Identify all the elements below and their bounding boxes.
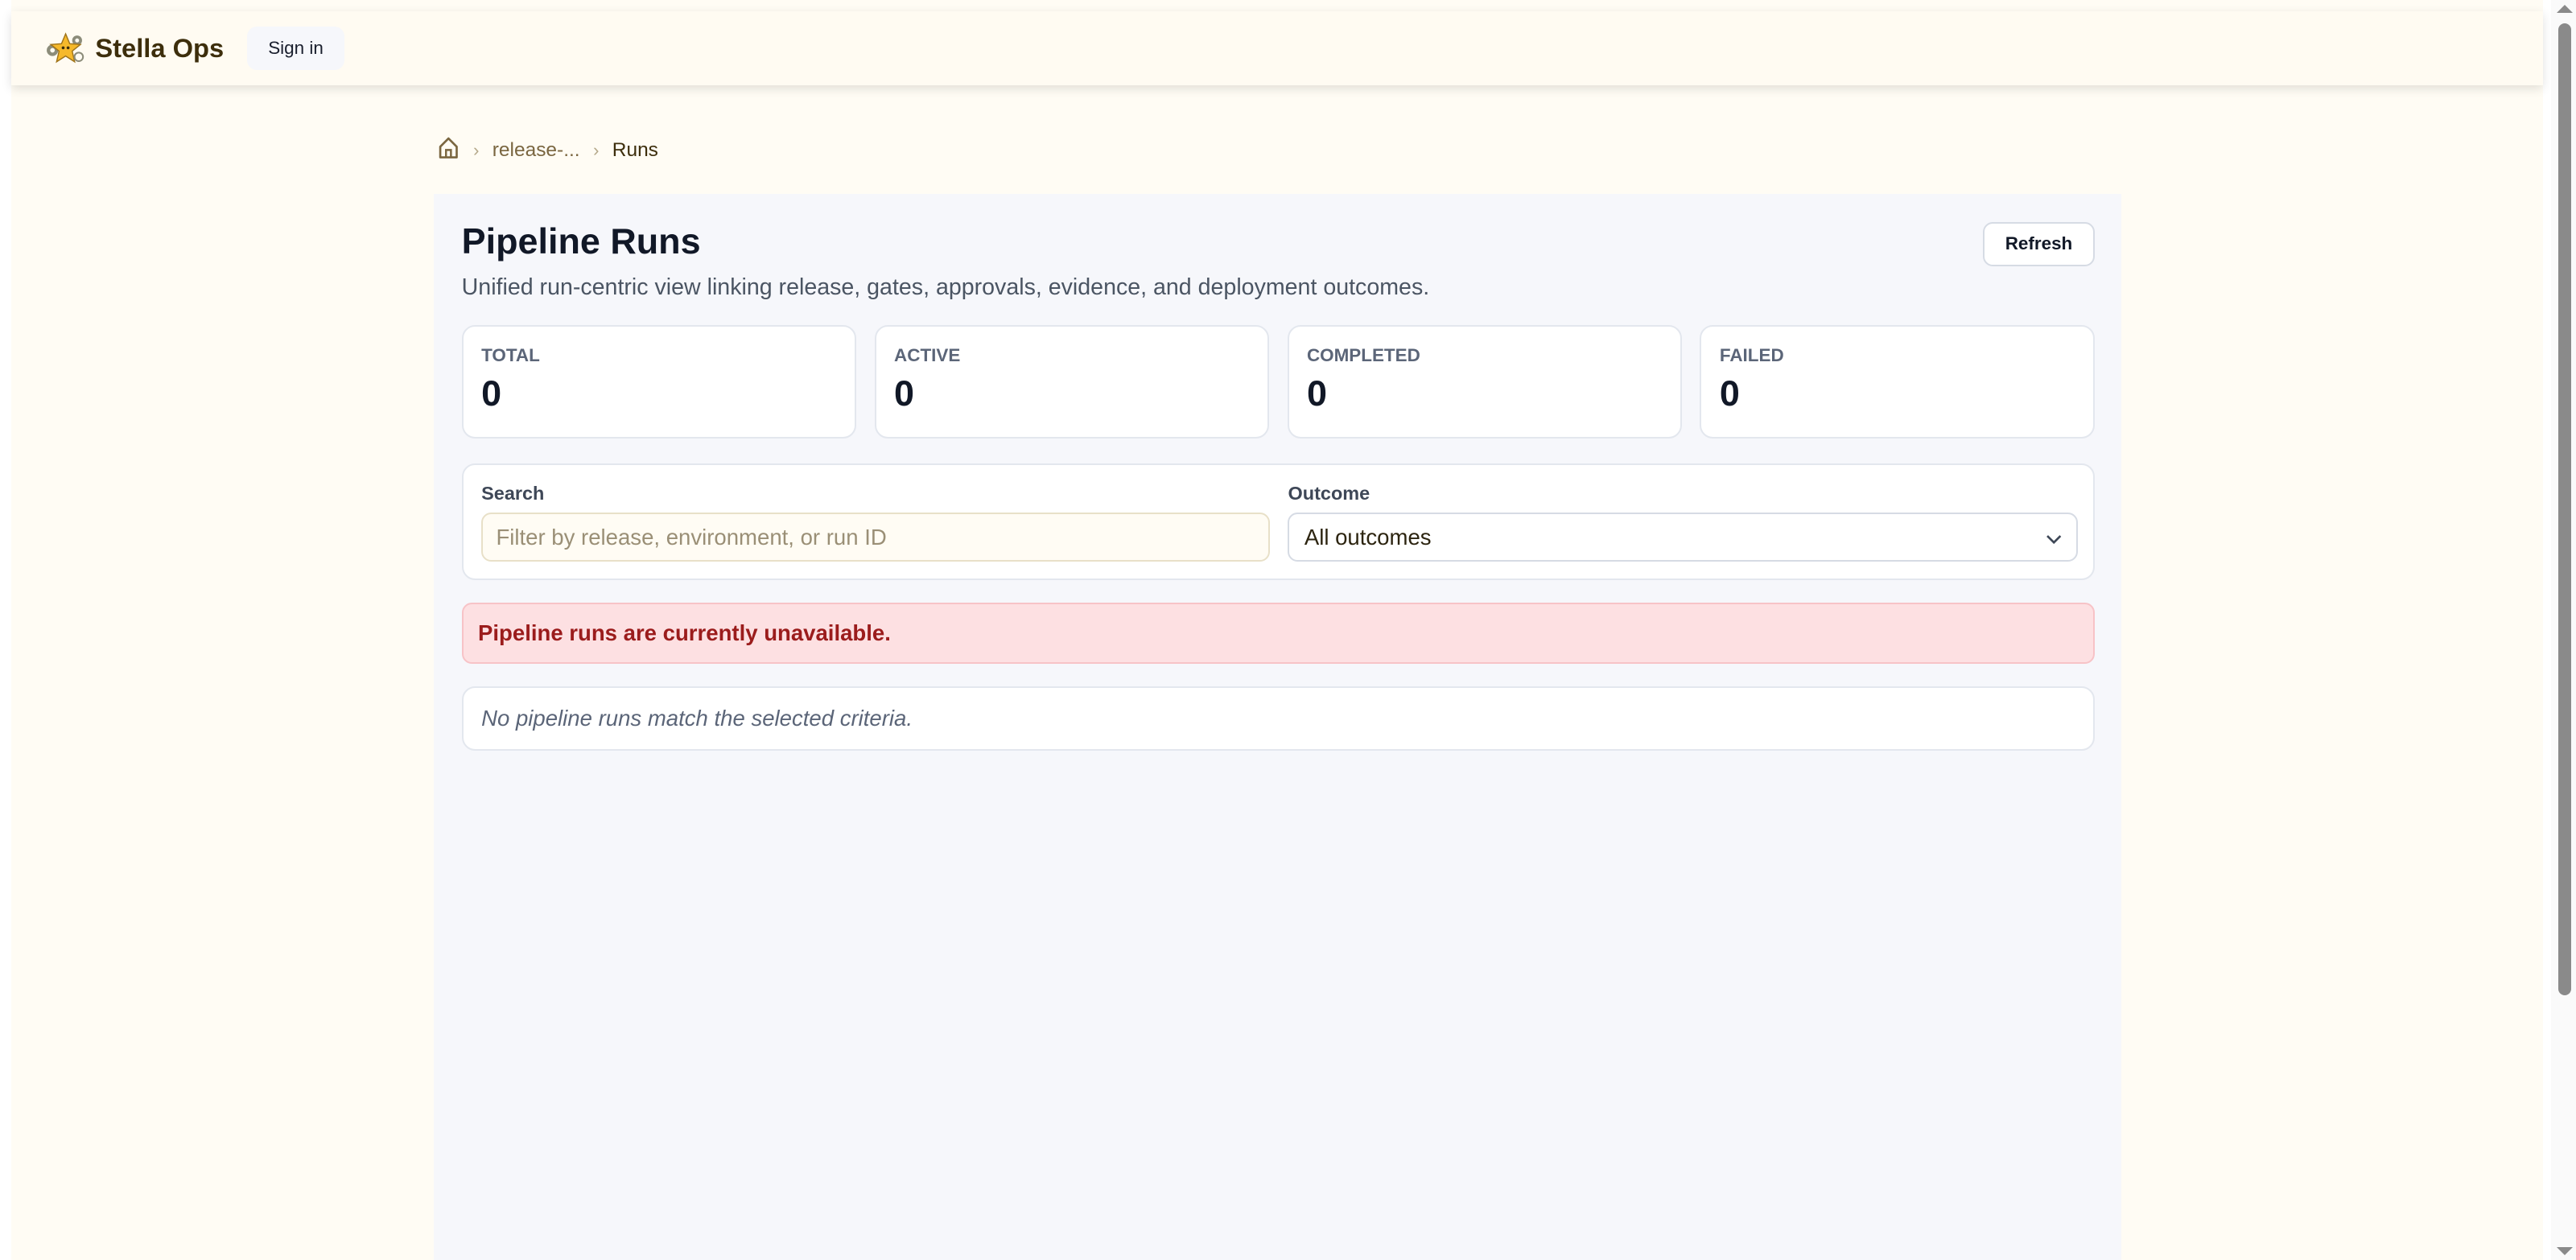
scrollbar-thumb[interactable] <box>2557 23 2571 996</box>
outcome-label: Outcome <box>1288 483 1370 504</box>
scroll-down-icon[interactable] <box>2556 1246 2573 1255</box>
search-label: Search <box>481 483 545 504</box>
chevron-right-icon: › <box>472 140 480 161</box>
chevron-right-icon: › <box>592 140 600 161</box>
stat-label: FAILED <box>1719 344 1784 365</box>
vertical-scrollbar[interactable] <box>2551 0 2576 1260</box>
stat-completed: COMPLETED 0 <box>1287 325 1682 439</box>
empty-state: No pipeline runs match the selected crit… <box>461 686 2095 751</box>
stat-failed: FAILED 0 <box>1700 325 2095 439</box>
main-panel: Pipeline Runs Unified run-centric view l… <box>433 193 2121 1260</box>
stat-label: TOTAL <box>481 344 540 365</box>
stat-value: 0 <box>894 372 915 414</box>
outcome-selected-value: All outcomes <box>1304 524 1432 550</box>
stat-active: ACTIVE 0 <box>874 325 1270 439</box>
stat-value: 0 <box>1719 372 1740 414</box>
stat-total: TOTAL 0 <box>461 325 857 439</box>
stat-label: COMPLETED <box>1306 344 1420 365</box>
chevron-down-icon <box>2046 525 2062 550</box>
stats-row: TOTAL 0 ACTIVE 0 COMPLETED 0 FAILED 0 <box>461 325 2095 439</box>
sign-in-button[interactable]: Sign in <box>246 26 345 71</box>
star-mascot-icon[interactable] <box>44 31 87 67</box>
stat-value: 0 <box>1306 372 1327 414</box>
breadcrumb: › release-... › Runs <box>437 136 658 165</box>
search-input[interactable] <box>481 512 1271 562</box>
home-icon[interactable] <box>437 136 460 165</box>
top-header: Stella Ops Sign in <box>11 11 2544 86</box>
stat-value: 0 <box>481 372 502 414</box>
filter-card: Search Outcome All outcomes <box>461 463 2095 580</box>
scroll-up-icon[interactable] <box>2556 5 2573 14</box>
brand-name[interactable]: Stella Ops <box>95 33 225 64</box>
page-subtitle: Unified run-centric view linking release… <box>461 274 1430 300</box>
breadcrumb-release[interactable]: release-... <box>492 139 580 162</box>
breadcrumb-current: Runs <box>612 139 658 162</box>
error-alert: Pipeline runs are currently unavailable. <box>461 603 2095 664</box>
outcome-select[interactable]: All outcomes <box>1288 512 2079 562</box>
refresh-button[interactable]: Refresh <box>1983 221 2095 266</box>
page-title: Pipeline Runs <box>461 220 701 261</box>
stat-label: ACTIVE <box>894 344 961 365</box>
